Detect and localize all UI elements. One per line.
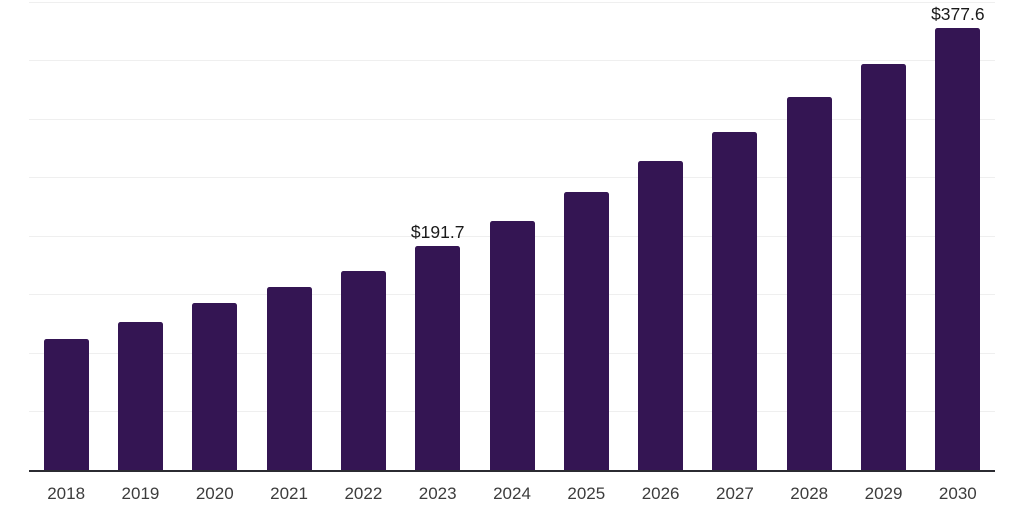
- bar-2028: [786, 97, 832, 470]
- bar-2019: [117, 322, 163, 470]
- x-tick-label-2025: 2025: [567, 484, 606, 503]
- bar-2018: [43, 338, 89, 470]
- x-tick-label-2030: 2030: [938, 484, 977, 503]
- x-tick-label-2027: 2027: [716, 484, 754, 503]
- x-tick-label-2022: 2022: [344, 484, 383, 503]
- bar-2021: [266, 287, 312, 470]
- plot-area: [29, 1, 995, 472]
- value-label-2023: $191.7: [410, 221, 465, 242]
- x-axis-line: [29, 470, 995, 472]
- x-tick-label-2026: 2026: [641, 484, 680, 503]
- x-tick-label-2028: 2028: [790, 484, 829, 503]
- gridline: [29, 60, 995, 61]
- x-tick-label-2023: 2023: [418, 484, 457, 503]
- bar-2024: [489, 220, 535, 470]
- bar-2023: [415, 245, 461, 470]
- value-label-2030: $377.6: [931, 4, 985, 25]
- bar-2029: [861, 63, 907, 470]
- bar-2022: [340, 271, 386, 470]
- bar-2020: [192, 302, 238, 470]
- x-tick-label-2029: 2029: [864, 484, 903, 503]
- x-tick-label-2018: 2018: [47, 484, 86, 503]
- x-tick-label-2024: 2024: [493, 484, 531, 503]
- bar-2025: [563, 192, 609, 470]
- x-tick-label-2020: 2020: [195, 484, 234, 503]
- x-tick-label-2021: 2021: [270, 484, 308, 503]
- gridline: [29, 177, 995, 178]
- bar-2026: [638, 161, 684, 470]
- gridline: [29, 1, 995, 3]
- x-tick-label-2019: 2019: [121, 484, 160, 503]
- bar-2030: [935, 28, 981, 470]
- bar-2027: [712, 132, 758, 470]
- gridline: [29, 118, 995, 120]
